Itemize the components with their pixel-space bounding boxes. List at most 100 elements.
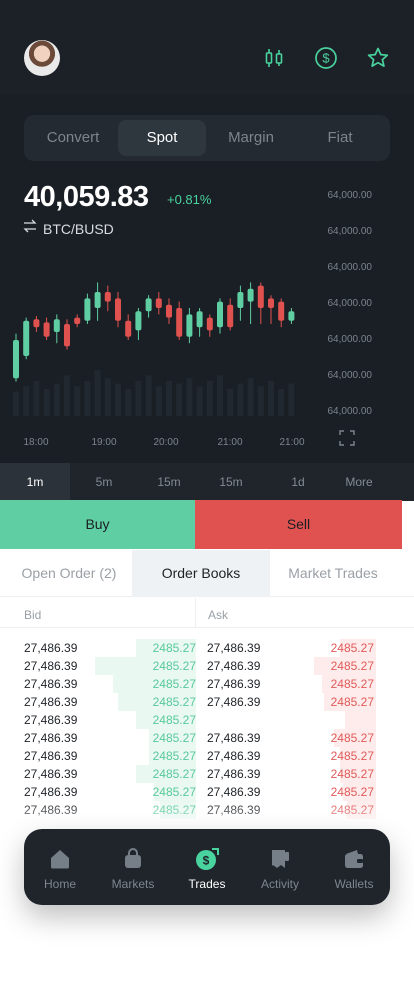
timeframe-15m-2[interactable]: 15m bbox=[219, 475, 243, 489]
segment-convert[interactable]: Convert bbox=[46, 129, 100, 146]
ask-depth-bar bbox=[324, 693, 376, 711]
order-book-row[interactable]: 27,486.39 2485.27 bbox=[0, 710, 414, 729]
nav-wallets[interactable]: Wallets bbox=[319, 847, 389, 891]
candle-body bbox=[186, 314, 193, 337]
order-book-row[interactable]: 27,486.39 2485.27 27,486.39 2485.27 bbox=[0, 674, 414, 693]
x-tick-label: 19:00 bbox=[91, 437, 116, 448]
nav-markets-label: Markets bbox=[111, 877, 155, 891]
nav-wallets-label: Wallets bbox=[334, 877, 374, 891]
bid-depth-bar bbox=[154, 783, 196, 801]
volume-bar bbox=[64, 375, 70, 416]
timeframe-15m[interactable]: 15m bbox=[157, 475, 181, 489]
dollar-trade-icon: $ bbox=[196, 848, 219, 870]
nav-trades[interactable]: $ Trades bbox=[172, 847, 242, 891]
bid-price: 27,486.39 bbox=[24, 767, 78, 781]
ask-volume: 2485.27 bbox=[330, 749, 374, 763]
volume-bar bbox=[104, 378, 111, 416]
tab-open-order[interactable]: Open Order (2) bbox=[21, 565, 117, 581]
order-book-row[interactable]: 27,486.39 2485.27 27,486.39 2485.27 bbox=[0, 782, 414, 801]
candle-body bbox=[145, 298, 152, 312]
svg-text:$: $ bbox=[203, 854, 210, 868]
ask-price: 27,486.39 bbox=[207, 767, 261, 781]
ask-volume: 2485.27 bbox=[330, 695, 374, 709]
candle-body bbox=[64, 324, 70, 347]
volume-bar bbox=[247, 378, 254, 416]
tab-order-books[interactable]: Order Books bbox=[132, 550, 270, 597]
volume-bar bbox=[196, 386, 203, 416]
ask-depth-bar bbox=[334, 729, 376, 747]
segment-margin[interactable]: Margin bbox=[228, 129, 274, 146]
bid-volume: 2485.27 bbox=[152, 695, 196, 709]
candle-body bbox=[217, 301, 223, 328]
candlestick-chart[interactable]: 64,000.00 64,000.00 64,000.00 64,000.00 64,0… bbox=[0, 180, 414, 460]
market-type-segmented-control: Convert Spot Margin Fiat bbox=[24, 115, 390, 161]
svg-text:$: $ bbox=[322, 51, 330, 66]
volume-bar bbox=[33, 380, 40, 416]
ask-depth-bar bbox=[340, 747, 376, 765]
swap-icon[interactable] bbox=[23, 219, 37, 233]
order-book-row[interactable]: 27,486.39 2485.27 27,486.39 2485.27 bbox=[0, 656, 414, 675]
volume-bar bbox=[43, 389, 50, 416]
ask-price: 27,486.39 bbox=[207, 695, 261, 709]
volume-bar bbox=[115, 383, 121, 416]
order-book-row[interactable]: 27,486.39 2485.27 27,486.39 2485.27 bbox=[0, 728, 414, 747]
ask-depth-bar bbox=[345, 711, 376, 729]
ask-price: 27,486.39 bbox=[207, 749, 261, 763]
tab-market-trades[interactable]: Market Trades bbox=[288, 565, 378, 581]
timeframe-more[interactable]: More bbox=[345, 475, 373, 489]
candle-body bbox=[13, 340, 19, 379]
ask-volume: 2485.27 bbox=[330, 767, 374, 781]
ask-volume: 2485.27 bbox=[330, 641, 374, 655]
segment-fiat[interactable]: Fiat bbox=[327, 129, 353, 146]
volume-bar bbox=[288, 383, 295, 416]
candle-body bbox=[115, 298, 121, 321]
candle-body bbox=[33, 319, 40, 328]
bid-depth-bar bbox=[113, 675, 196, 693]
candle-body bbox=[257, 285, 264, 308]
star-icon[interactable] bbox=[366, 46, 390, 70]
volume-bar bbox=[217, 375, 223, 416]
volume-bar bbox=[23, 386, 30, 416]
chart-panel-band bbox=[0, 95, 414, 500]
dollar-circle-icon[interactable]: $ bbox=[314, 46, 338, 70]
volume-bar bbox=[206, 380, 213, 416]
nav-trades-label: Trades bbox=[188, 877, 226, 891]
fullscreen-icon[interactable] bbox=[339, 430, 355, 446]
home-icon bbox=[51, 850, 69, 869]
candle-body bbox=[196, 311, 203, 328]
candle-body bbox=[94, 292, 101, 308]
buy-button[interactable]: Buy bbox=[0, 500, 195, 549]
candle-body bbox=[206, 317, 213, 331]
ask-volume: 2485.27 bbox=[330, 677, 374, 691]
candle-body bbox=[135, 311, 142, 331]
ask-depth-bar bbox=[322, 675, 376, 693]
timeframe-1m[interactable]: 1m bbox=[0, 463, 70, 501]
segment-spot[interactable]: Spot bbox=[118, 120, 206, 156]
bid-depth-bar bbox=[136, 765, 196, 783]
column-divider bbox=[195, 598, 196, 628]
nav-markets[interactable]: Markets bbox=[98, 847, 168, 891]
candlestick-icon[interactable] bbox=[262, 46, 286, 70]
bid-volume: 2485.27 bbox=[152, 749, 196, 763]
ask-price: 27,486.39 bbox=[207, 641, 261, 655]
candle-body bbox=[176, 308, 183, 337]
volume-bar bbox=[237, 383, 244, 416]
bid-volume: 2485.27 bbox=[152, 677, 196, 691]
timeframe-1d[interactable]: 1d bbox=[291, 475, 305, 489]
order-book-row[interactable]: 27,486.39 2485.27 27,486.39 2485.27 bbox=[0, 746, 414, 765]
timeframe-5m[interactable]: 5m bbox=[95, 475, 113, 489]
candle-body bbox=[43, 322, 50, 337]
nav-activity[interactable]: Activity bbox=[245, 847, 315, 891]
order-book-row[interactable]: 27,486.39 2485.27 27,486.39 2485.27 bbox=[0, 638, 414, 657]
volume-bar bbox=[166, 380, 172, 416]
order-book-row[interactable]: 27,486.39 2485.27 27,486.39 2485.27 bbox=[0, 692, 414, 711]
sell-button[interactable]: Sell bbox=[195, 500, 402, 549]
bid-depth-bar bbox=[136, 711, 196, 729]
trading-pair[interactable]: BTC/BUSD bbox=[43, 221, 114, 237]
avatar[interactable] bbox=[24, 40, 60, 76]
header-divider bbox=[0, 627, 414, 628]
nav-home[interactable]: Home bbox=[25, 847, 95, 891]
order-book-row[interactable]: 27,486.39 2485.27 27,486.39 2485.27 bbox=[0, 764, 414, 783]
x-tick-label: 21:00 bbox=[217, 437, 242, 448]
bid-volume: 2485.27 bbox=[152, 767, 196, 781]
